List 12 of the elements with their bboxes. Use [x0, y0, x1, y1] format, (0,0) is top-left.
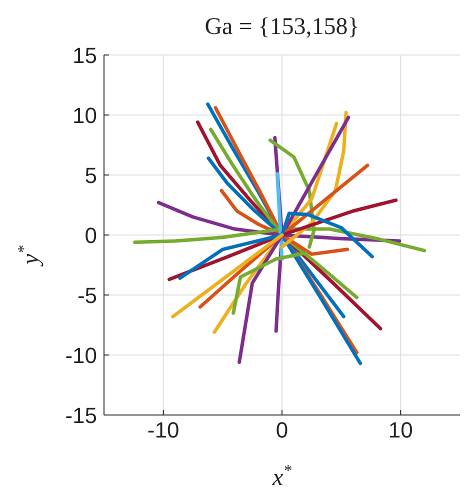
y-tick-label: -15 [65, 402, 97, 428]
y-tick-label: 15 [72, 42, 97, 68]
y-tick-label: 0 [84, 222, 97, 248]
x-tick-label: -10 [147, 418, 180, 443]
y-tick-label: -5 [77, 282, 97, 308]
y-tick-label: 10 [72, 102, 97, 128]
chart-title: Ga = {153,158} [204, 14, 360, 41]
x-tick-label: 0 [276, 418, 288, 443]
y-tick-label: -10 [65, 342, 97, 368]
y-tick-label: 5 [84, 162, 97, 188]
x-tick-label: 10 [388, 418, 413, 443]
x-axis-title: x$^{*}$ [271, 460, 292, 491]
